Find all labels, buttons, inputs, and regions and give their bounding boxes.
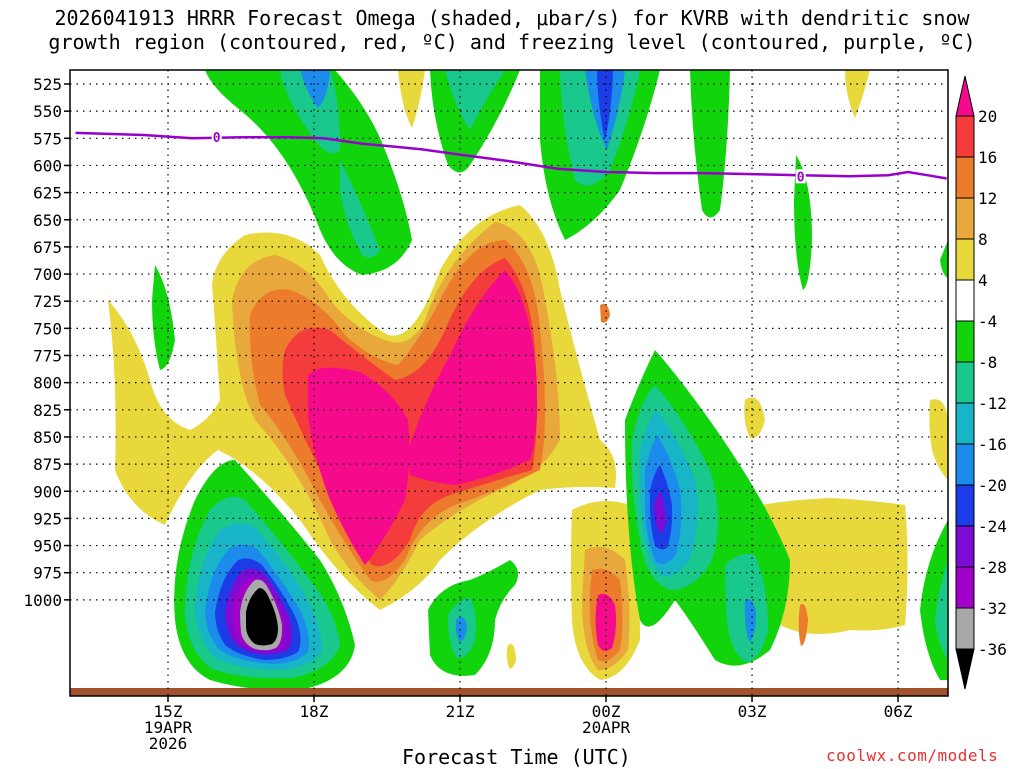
colorbar-swatch-3 [955,197,975,240]
freezing-level-labels: 00 [211,130,806,185]
omega-band-pos4-right-mid [744,397,948,480]
omega-band-neg16-0300z [744,598,756,642]
colorbar-swatch-7 [955,361,975,404]
chart-title-line-2: growth region (contoured, red, ºC) and f… [48,30,976,54]
colorbar-tick-label-7: -12 [978,394,1007,413]
omega-band-neg12-far-right [935,560,948,660]
watermark-link[interactable]: coolwx.com/models [826,746,999,765]
y-tick-label-950: 950 [33,537,62,556]
colorbar-swatch-11 [955,525,975,568]
y-tick-label-1000: 1000 [23,591,62,610]
colorbar-swatch-top-arrow [955,75,975,117]
omega-band-neg8-upper-mid [430,70,520,173]
ground-surface-strip [70,688,948,696]
omega-band-neg8-upper-far-right [690,70,730,218]
omega-band-neg12-upper-left [280,70,380,258]
y-axis: 525 550 575 600 625 650 675 700 725 750 775 800 825 8… [23,75,70,610]
freezing-level-line [75,131,947,180]
y-tick-label-875: 875 [33,455,62,474]
colorbar-tick-label-11: -28 [978,558,1007,577]
colorbar-tick-label-5: -4 [978,312,997,331]
colorbar-tick-label-8: -16 [978,435,1007,454]
y-tick-label-800: 800 [33,374,62,393]
freezing-label-0: 0 [213,131,221,146]
colorbar-tick-label-3: 8 [978,230,988,249]
colorbar-tick-label-4: 4 [978,271,988,290]
colorbar-swatch-6 [955,320,975,363]
y-tick-label-575: 575 [33,129,62,148]
x-tick-label-15Z: 15Z [154,702,183,721]
omega-shading [70,70,948,696]
omega-band-neg24-upper-right [597,70,613,140]
y-tick-label-900: 900 [33,482,62,501]
omega-band-pos4-small-2230z [506,644,516,669]
colorbar-swatch-5 [955,279,975,322]
colorbar-tick-label-12: -32 [978,599,1007,618]
colorbar-tick-label-0: 20 [978,107,997,126]
y-tick-label-600: 600 [33,156,62,175]
freezing-label-1: 0 [797,170,805,185]
colorbar-swatch-1 [955,115,975,158]
omega-band-neg16-upper-left [300,70,330,108]
colorbar-swatch-9 [955,443,975,486]
omega-band-pos20-0000z-bottom [595,593,616,651]
omega-band-neg8-far-right [920,240,948,680]
colorbar-tick-label-6: -8 [978,353,997,372]
x-tick-label-00Z: 00Z [592,702,621,721]
omega-band-neg36-core-black [246,588,278,646]
colorbar-swatch-4 [955,238,975,281]
x-tick-date-00Z: 20APR [582,718,631,737]
omega-band-neg8-600-0330 [794,155,812,290]
y-tick-label-825: 825 [33,401,62,420]
y-tick-label-975: 975 [33,564,62,583]
colorbar-swatch-8 [955,402,975,445]
chart-title-line-1: 2026041913 HRRR Forecast Omega (shaded, … [54,6,970,30]
omega-band-pos8-0000z-small [600,303,610,323]
colorbar-tick-label-2: 12 [978,189,997,208]
omega-band-neg16-2030z [455,616,467,642]
omega-band-neg8-left-675 [152,265,175,370]
colorbar: 20 16 12 8 4 -4 -8 -12 -16 -20 -24 -28 -32 -36 [955,75,1007,690]
omega-band-neg12-upper-mid [445,70,505,130]
y-tick-label-675: 675 [33,238,62,257]
y-tick-label-750: 750 [33,319,62,338]
omega-band-pos8-right-bottom [798,604,808,646]
x-tick-year-15Z: 2026 [149,734,188,753]
omega-band-pos20-right [408,270,538,485]
colorbar-swatch-2 [955,156,975,199]
y-tick-label-725: 725 [33,292,62,311]
x-axis-label: Forecast Time (UTC) [402,745,631,769]
colorbar-swatch-bottom-arrow [955,648,975,690]
x-tick-label-18Z: 18Z [300,702,329,721]
x-tick-label-21Z: 21Z [446,702,475,721]
y-tick-label-775: 775 [33,347,62,366]
omega-band-pos20-left [308,367,410,565]
y-tick-label-850: 850 [33,428,62,447]
y-tick-label-550: 550 [33,102,62,121]
y-tick-label-525: 525 [33,75,62,94]
freezing-label-bg-1 [795,169,806,184]
chart-title: 2026041913 HRRR Forecast Omega (shaded, … [0,6,1024,54]
x-tick-label-06Z: 06Z [884,702,913,721]
colorbar-swatch-13 [955,607,975,650]
freezing-label-bg-0 [211,130,222,145]
x-tick-label-03Z: 03Z [738,702,767,721]
y-tick-label-925: 925 [33,509,62,528]
colorbar-tick-label-10: -24 [978,517,1007,536]
colorbar-tick-label-13: -36 [978,640,1007,659]
colorbar-tick-label-1: 16 [978,148,997,167]
y-tick-label-650: 650 [33,211,62,230]
x-tick-date-15Z: 19APR [144,718,193,737]
omega-band-neg28-0100z [654,492,666,533]
y-tick-label-625: 625 [33,184,62,203]
y-tick-label-700: 700 [33,265,62,284]
colorbar-swatch-10 [955,484,975,527]
colorbar-swatch-12 [955,566,975,609]
colorbar-tick-label-9: -20 [978,476,1007,495]
